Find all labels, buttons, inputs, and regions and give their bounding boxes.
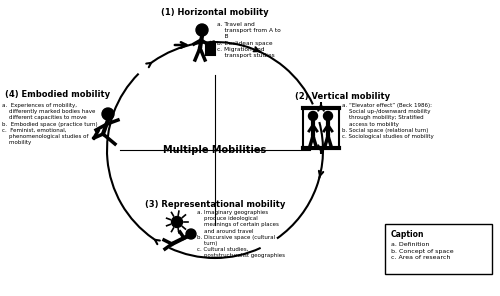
Text: Caption: Caption [391,230,424,239]
Text: a.  Experiences of mobility,
    differently marked bodies have
    different ca: a. Experiences of mobility, differently … [2,103,98,145]
Text: a. Definition
b. Concept of space
c. Area of research: a. Definition b. Concept of space c. Are… [391,242,454,260]
Text: (1) Horizontal mobility: (1) Horizontal mobility [161,8,269,17]
Circle shape [324,112,332,120]
Text: (4) Embodied mobility: (4) Embodied mobility [5,90,110,99]
Circle shape [308,112,318,120]
Text: (3) Representational mobility: (3) Representational mobility [145,200,285,209]
Text: Multiple Mobilities: Multiple Mobilities [164,145,266,155]
FancyBboxPatch shape [385,224,492,274]
Circle shape [186,229,196,239]
Bar [206,43,215,55]
Circle shape [172,216,182,228]
Text: a. “Elevator effect” (Beck 1986):
    Social up-/downward mobility
    through m: a. “Elevator effect” (Beck 1986): Social… [342,103,434,139]
Circle shape [196,24,208,36]
Text: (2) Vertical mobility: (2) Vertical mobility [295,92,390,101]
Text: a. Imaginary geographies
    produce ideological
    meanings of certain places
: a. Imaginary geographies produce ideolog… [197,210,285,258]
Circle shape [102,108,114,120]
Text: a. Travel and
    transport from A to
    B
b. Euclidean space
c. Migration and
: a. Travel and transport from A to B b. E… [217,22,281,58]
